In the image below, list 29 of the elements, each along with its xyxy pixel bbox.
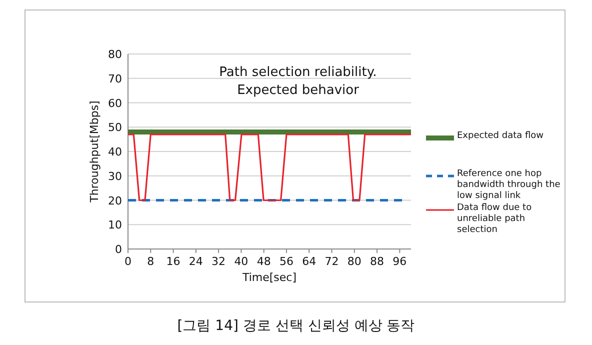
y-tick-label: 70 <box>108 72 122 86</box>
y-tick-label: 20 <box>108 194 122 208</box>
y-tick-label: 30 <box>108 170 122 183</box>
y-tick-label: 60 <box>108 96 122 110</box>
text: [그림 14] 경로 선택 신뢰성 예상 동작 <box>177 318 415 334</box>
x-tick-label: 56 <box>279 255 294 268</box>
y-axis-title: Throughput[Mbps] <box>88 100 101 204</box>
y-tick-label: 50 <box>108 121 122 134</box>
y-tick-label: 80 <box>108 48 122 61</box>
x-tick-label: 48 <box>256 255 271 268</box>
y-tick-label: 10 <box>108 218 122 232</box>
x-tick-label: 64 <box>302 255 316 268</box>
legend-label: Reference one hop bandwidth through the low signal link <box>457 169 562 202</box>
y-tick-label: 40 <box>108 146 122 158</box>
legend-label: Data flow due to unreliable path selection <box>457 203 533 236</box>
x-tick-label: 8 <box>147 255 154 268</box>
x-tick-label: 80 <box>347 255 362 268</box>
x-tick-label: 16 <box>166 255 180 268</box>
x-tick-label: 88 <box>370 255 384 268</box>
x-tick-label: 96 <box>392 255 407 268</box>
x-tick-label: 72 <box>324 255 339 268</box>
y-tick-label: 0 <box>115 243 122 256</box>
legend-label: Expected data flow <box>457 131 545 142</box>
x-tick-label: 0 <box>124 255 132 268</box>
x-axis-title: Time[sec] <box>241 271 297 284</box>
text: Path selection reliability. Expected behavior <box>219 65 377 98</box>
x-tick-label: 40 <box>234 255 248 268</box>
x-tick-label: 24 <box>188 255 203 268</box>
x-tick-label: 32 <box>212 255 226 268</box>
